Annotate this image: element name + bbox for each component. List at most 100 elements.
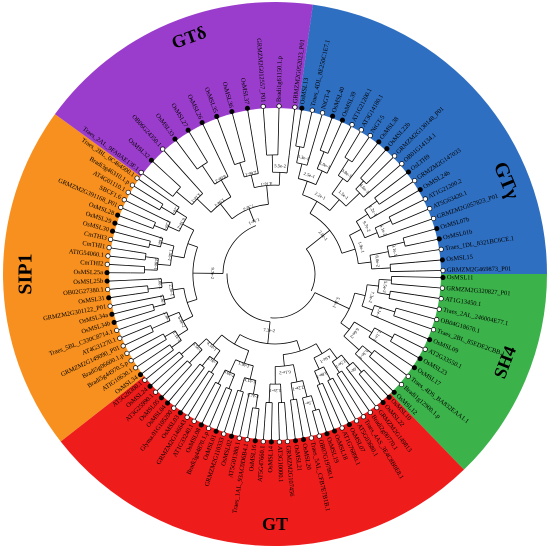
tree-branch [163,150,190,179]
leaf-marker-open [191,418,197,424]
tree-branch [115,313,144,323]
tree-branch [121,331,137,338]
tree-branch [315,422,320,435]
leaf-marker-open [134,175,140,181]
leaf-marker-filled [440,274,446,281]
leaf-marker-open [104,261,110,267]
tree-branch [302,181,308,195]
leaf-marker-filled [330,113,336,119]
branch-length-label: 5.5e-2 [274,163,287,169]
tree-branch [352,386,370,411]
leaf-marker-open [129,182,135,188]
tree-branch [239,406,247,437]
tree-arc [296,162,308,166]
tree-branch [216,405,227,430]
tree-branch [133,251,147,254]
tree-branch [138,331,154,339]
leaf-marker-open [292,104,298,110]
tree-branch [285,420,288,440]
branch-length-label: 1.9e-1 [238,360,251,369]
tree-branch [306,149,313,166]
tree-branch [139,237,151,242]
branch-length-labels: 5.3e-11.0e-12.5e-1 3.8e-14.6e-11.5e-12.2e… [153,154,398,407]
tree-branch [391,283,406,286]
tree-branch [265,138,268,156]
tree-branch [374,305,396,313]
branch-length-label: 3.8e-1 [153,258,159,271]
tree-branch [188,178,203,194]
tree-branch [245,393,250,407]
leaf-marker-filled [376,139,382,145]
tree-branch [417,228,435,235]
tree-arc [210,196,232,213]
tree-branch [152,161,169,176]
tree-branch [240,146,246,162]
tree-branch [171,255,185,259]
tree-branch [364,200,378,211]
tree-branch [353,377,376,407]
leaf-marker-open [319,110,326,116]
leaf-marker-open [399,161,405,167]
tree-branch [201,165,216,185]
leaf-marker-open [358,127,364,133]
tree-branch [395,307,414,314]
leaf-marker-open [438,296,444,302]
branch-length-label: 5.3e-1 [297,154,310,162]
tree-arc [320,149,329,154]
tree-branch [113,306,142,315]
tree-branch [196,198,212,213]
tree-branch [370,314,391,324]
branch-length-label: 6.6e-2 [349,327,360,340]
tree-branch [247,419,251,438]
leaf-marker-filled [228,433,235,439]
tree-branch [390,322,428,340]
tree-branch [176,191,193,205]
tree-branch [184,363,201,384]
clade-title-gt: GT [262,514,288,534]
leaf-marker-filled [386,394,392,400]
tree-branch [110,293,136,298]
tree-branch [375,220,392,229]
leaf-marker-open [284,438,291,445]
tree-branch [392,217,407,225]
leaf-marker-open [121,197,127,203]
tree-branch [146,362,167,380]
tree-branch [147,278,162,280]
tree-branch [187,298,198,303]
leaf-marker-open [360,414,367,420]
tree-branch [168,226,180,232]
tree-branch [145,256,159,259]
tree-branch [125,200,159,217]
tree-branch [198,338,207,347]
tree-branch [366,383,383,402]
leaf-marker-filled [417,187,423,193]
tree-branch [164,330,176,338]
tree-branch [335,126,352,158]
tree-branch [316,151,325,169]
leaf-marker-open [105,286,111,293]
tree-branch [151,196,164,205]
leaf-marker-open [431,215,437,222]
leaf-marker-filled [148,157,154,163]
tree-branch [262,108,266,139]
tree-branch [217,369,226,384]
tree-branch [228,374,236,389]
tree-branch [152,333,164,340]
tree-branch [234,334,241,345]
tree-arc [252,407,260,410]
branch-length-label: 9.7e-2 [247,392,260,399]
tree-branch [109,286,135,290]
branch-length-label: 1.9e-1 [213,197,226,209]
tree-branch [367,149,386,171]
leaf-marker-open [128,358,134,364]
branch-length-label: 1.0e-1 [347,364,360,376]
branch-length-label: 1.2e-1 [170,204,181,217]
leaf-marker-filled [332,428,338,434]
tree-branch [347,166,360,183]
tree-branch [135,325,151,332]
tree-branch [166,198,180,208]
leaf-marker-filled [104,270,110,276]
tree-branch [232,113,242,148]
tree-branch [198,146,208,163]
